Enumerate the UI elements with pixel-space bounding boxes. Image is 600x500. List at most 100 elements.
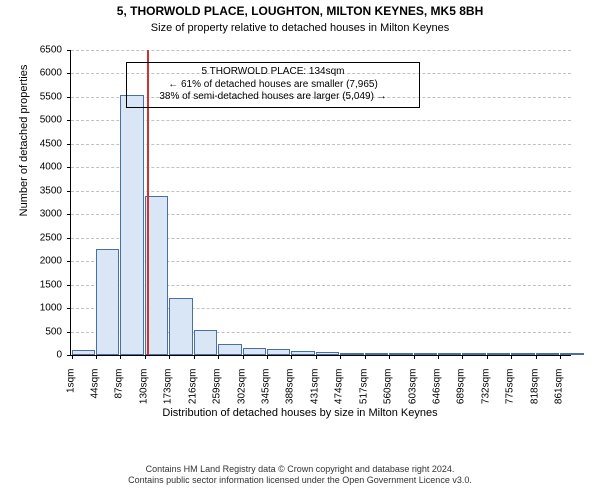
y-tick (67, 167, 71, 168)
y-tick (67, 144, 71, 145)
y-tick (67, 97, 71, 98)
histogram-bar (120, 95, 143, 355)
x-tick-label: 388sqm (285, 369, 296, 409)
footer-line-2: Contains public sector information licen… (0, 475, 600, 486)
y-tick-label: 4000 (0, 162, 62, 173)
chart-container: { "chart": { "type": "histogram", "title… (0, 0, 600, 500)
x-tick-label: 689sqm (456, 369, 467, 409)
x-tick (511, 355, 512, 359)
y-tick-label: 6500 (0, 45, 62, 56)
y-tick (67, 261, 71, 262)
y-tick (67, 50, 71, 51)
gridline-h (71, 120, 571, 121)
histogram-bar (511, 353, 534, 355)
x-tick-label: 87sqm (114, 369, 125, 409)
y-tick-label: 2000 (0, 256, 62, 267)
histogram-bar (194, 330, 217, 355)
x-tick-label: 431sqm (309, 369, 320, 409)
gridline-h (71, 50, 571, 51)
x-tick-label: 216sqm (187, 369, 198, 409)
x-tick (291, 355, 292, 359)
y-tick-label: 5000 (0, 115, 62, 126)
histogram-bar (340, 353, 363, 355)
x-tick (96, 355, 97, 359)
chart-subtitle: Size of property relative to detached ho… (0, 22, 600, 34)
x-tick-label: 861sqm (554, 369, 565, 409)
x-tick-label: 646sqm (432, 369, 443, 409)
annotation-line: 5 THORWOLD PLACE: 134sqm (133, 66, 413, 79)
x-tick (267, 355, 268, 359)
histogram-bar (218, 344, 241, 355)
x-tick (462, 355, 463, 359)
y-tick (67, 308, 71, 309)
histogram-bar (72, 350, 95, 355)
histogram-bar (536, 353, 559, 355)
x-tick-label: 560sqm (383, 369, 394, 409)
histogram-bar (267, 349, 290, 355)
y-tick-label: 4500 (0, 138, 62, 149)
histogram-bar (316, 352, 339, 355)
y-tick-label: 1500 (0, 279, 62, 290)
histogram-bar (560, 353, 583, 355)
histogram-bar (414, 353, 437, 355)
chart-footer: Contains HM Land Registry data © Crown c… (0, 464, 600, 487)
gridline-h (71, 167, 571, 168)
y-tick (67, 285, 71, 286)
x-tick-label: 603sqm (407, 369, 418, 409)
x-tick (414, 355, 415, 359)
annotation-line: 38% of semi-detached houses are larger (… (133, 91, 413, 104)
x-tick (169, 355, 170, 359)
x-tick (194, 355, 195, 359)
x-tick (145, 355, 146, 359)
histogram-bar (462, 353, 485, 355)
footer-line-1: Contains HM Land Registry data © Crown c… (0, 464, 600, 475)
histogram-bar (169, 298, 192, 355)
y-tick-label: 0 (0, 350, 62, 361)
y-tick (67, 332, 71, 333)
y-tick-label: 3000 (0, 209, 62, 220)
chart-title: 5, THORWOLD PLACE, LOUGHTON, MILTON KEYN… (0, 4, 600, 18)
x-tick (316, 355, 317, 359)
y-tick-label: 1000 (0, 303, 62, 314)
x-tick-label: 302sqm (236, 369, 247, 409)
x-tick-label: 130sqm (138, 369, 149, 409)
y-tick (67, 238, 71, 239)
gridline-h (71, 191, 571, 192)
plot-area: 5 THORWOLD PLACE: 134sqm← 61% of detache… (70, 50, 571, 356)
x-tick-label: 517sqm (358, 369, 369, 409)
y-tick-label: 500 (0, 326, 62, 337)
y-tick (67, 73, 71, 74)
x-tick (365, 355, 366, 359)
x-axis-label: Distribution of detached houses by size … (0, 407, 600, 419)
x-tick (72, 355, 73, 359)
y-tick (67, 191, 71, 192)
x-tick (560, 355, 561, 359)
x-tick (243, 355, 244, 359)
x-tick-label: 818sqm (529, 369, 540, 409)
histogram-bar (487, 353, 510, 355)
x-tick (389, 355, 390, 359)
x-tick-label: 259sqm (212, 369, 223, 409)
x-tick (536, 355, 537, 359)
gridline-h (71, 144, 571, 145)
x-tick (487, 355, 488, 359)
x-tick (120, 355, 121, 359)
x-tick (218, 355, 219, 359)
x-tick-label: 173sqm (163, 369, 174, 409)
y-tick (67, 120, 71, 121)
x-tick (340, 355, 341, 359)
x-tick-label: 474sqm (334, 369, 345, 409)
x-tick-label: 44sqm (90, 369, 101, 409)
x-tick-label: 1sqm (65, 369, 76, 409)
x-tick-label: 732sqm (480, 369, 491, 409)
histogram-bar (243, 348, 266, 355)
y-tick-label: 6000 (0, 68, 62, 79)
annotation-line: ← 61% of detached houses are smaller (7,… (133, 79, 413, 92)
histogram-bar (96, 249, 119, 356)
annotation-box: 5 THORWOLD PLACE: 134sqm← 61% of detache… (126, 62, 420, 108)
histogram-bar (291, 351, 314, 355)
y-tick-label: 5500 (0, 91, 62, 102)
y-tick-label: 3500 (0, 185, 62, 196)
y-tick (67, 355, 71, 356)
x-tick (438, 355, 439, 359)
